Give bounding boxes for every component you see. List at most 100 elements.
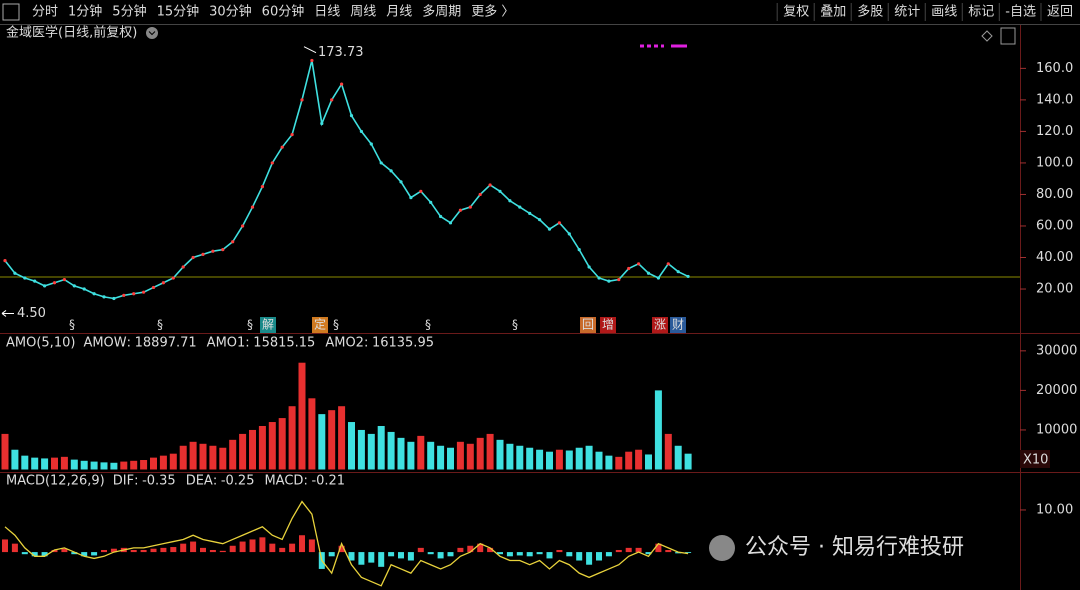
toolbar-item[interactable]: 多周期 xyxy=(422,4,461,20)
y-tick-label: 100.0 xyxy=(1036,155,1073,170)
price-point xyxy=(102,295,106,299)
macd-bar xyxy=(645,552,652,555)
price-point xyxy=(82,287,86,291)
macd-bar xyxy=(546,552,553,559)
macd-bar xyxy=(605,552,612,557)
price-point xyxy=(221,248,225,252)
volume-bar xyxy=(80,460,88,470)
macd-bar xyxy=(338,545,345,553)
event-marker[interactable]: § xyxy=(157,318,163,332)
toolbar-item[interactable]: 复权 xyxy=(783,4,809,20)
volume-bar xyxy=(585,445,593,470)
price-point xyxy=(607,279,611,283)
unit-box xyxy=(1020,450,1050,468)
price-point xyxy=(290,132,294,137)
price-point xyxy=(379,161,383,165)
event-marker[interactable]: 财 xyxy=(672,318,684,332)
volume-bar xyxy=(249,429,256,470)
toolbar-item[interactable]: 30分钟 xyxy=(209,4,252,20)
volume-bar xyxy=(645,454,652,470)
y-tick-label: 10.00 xyxy=(1036,502,1073,517)
price-point xyxy=(389,169,393,173)
toolbar-item[interactable]: -自选 xyxy=(1005,5,1036,20)
volume-bar xyxy=(654,390,662,470)
price-point xyxy=(478,192,482,197)
min-label: 4.50 xyxy=(17,306,46,321)
macd-bar xyxy=(576,552,583,561)
event-marker[interactable]: 回 xyxy=(582,318,594,332)
y-tick-label: 140.0 xyxy=(1036,92,1073,107)
event-box xyxy=(312,317,328,333)
event-marker[interactable]: 定 xyxy=(314,317,326,332)
volume-bar xyxy=(110,462,118,470)
legend-value: -0.25 xyxy=(221,474,255,489)
panel-toggle[interactable] xyxy=(2,3,20,21)
event-marker[interactable]: 解 xyxy=(262,318,274,332)
price-point xyxy=(72,284,76,288)
macd-bar xyxy=(655,543,662,553)
title-dropdown[interactable] xyxy=(146,27,158,39)
diamond-icon[interactable] xyxy=(981,30,993,42)
price-point xyxy=(577,248,581,252)
legend-colon: : xyxy=(303,474,307,489)
volume-bar xyxy=(397,437,405,470)
price-point xyxy=(13,271,17,275)
price-point xyxy=(498,189,502,193)
toolbar-item[interactable]: 日线 xyxy=(314,5,340,20)
price-point xyxy=(52,281,57,285)
price-point xyxy=(567,232,571,236)
toolbar-item[interactable]: 叠加 xyxy=(820,5,846,20)
volume-bar xyxy=(268,422,276,470)
volume-bar xyxy=(169,453,177,470)
macd-bar xyxy=(526,552,533,557)
toolbar-item[interactable]: 60分钟 xyxy=(262,4,305,20)
layout-icon[interactable] xyxy=(1000,27,1016,45)
volume-bar xyxy=(615,456,623,470)
macd-bar xyxy=(81,552,88,557)
toolbar-item[interactable]: 返回 xyxy=(1047,5,1073,20)
event-marker[interactable]: § xyxy=(247,318,253,332)
toolbar-item[interactable]: 多股 xyxy=(857,4,883,20)
event-marker[interactable]: § xyxy=(512,318,518,332)
event-marker[interactable]: 增 xyxy=(602,318,614,332)
toolbar-item[interactable]: 月线 xyxy=(386,5,412,20)
volume-bar xyxy=(298,362,306,470)
macd-bar xyxy=(200,547,206,553)
macd-bar xyxy=(130,549,137,553)
toolbar-item[interactable]: 15分钟 xyxy=(157,4,200,20)
price-point xyxy=(310,58,314,63)
event-marker[interactable]: § xyxy=(333,318,339,332)
macd-bar xyxy=(209,549,216,553)
price-point xyxy=(142,290,146,294)
event-box xyxy=(260,317,276,333)
toolbar-item[interactable]: 统计 xyxy=(894,5,920,20)
event-marker[interactable]: § xyxy=(69,318,75,332)
y-tick-label: 80.00 xyxy=(1036,187,1073,202)
y-tick-label: 30000 xyxy=(1036,343,1077,358)
event-marker[interactable]: § xyxy=(425,318,431,332)
macd-bar xyxy=(110,548,117,553)
toolbar-item[interactable]: 1分钟 xyxy=(68,4,102,20)
price-point xyxy=(241,224,245,228)
price-point xyxy=(3,259,7,263)
volume-bar xyxy=(278,418,286,470)
volume-bar xyxy=(239,433,247,470)
toolbar-item[interactable]: 分时 xyxy=(32,5,58,20)
event-box xyxy=(652,317,668,333)
volume-bar xyxy=(486,433,494,470)
volume-bar xyxy=(120,461,128,470)
toolbar-item[interactable]: 更多 〉 xyxy=(471,4,514,20)
toolbar-item[interactable]: 周线 xyxy=(350,5,376,20)
toolbar-item[interactable]: 画线 xyxy=(931,5,957,20)
min-marker xyxy=(1,310,14,317)
volume-bar xyxy=(130,460,138,470)
price-point xyxy=(330,98,334,102)
toolbar-item[interactable]: 5分钟 xyxy=(112,4,146,20)
event-marker[interactable]: 涨 xyxy=(654,317,666,332)
price-point xyxy=(458,208,462,212)
price-point xyxy=(23,276,27,280)
volume-bar xyxy=(417,435,425,470)
toolbar-item[interactable]: 标记 xyxy=(968,5,994,20)
volume-bar xyxy=(595,451,603,470)
y-tick-label: 120.0 xyxy=(1036,124,1073,139)
